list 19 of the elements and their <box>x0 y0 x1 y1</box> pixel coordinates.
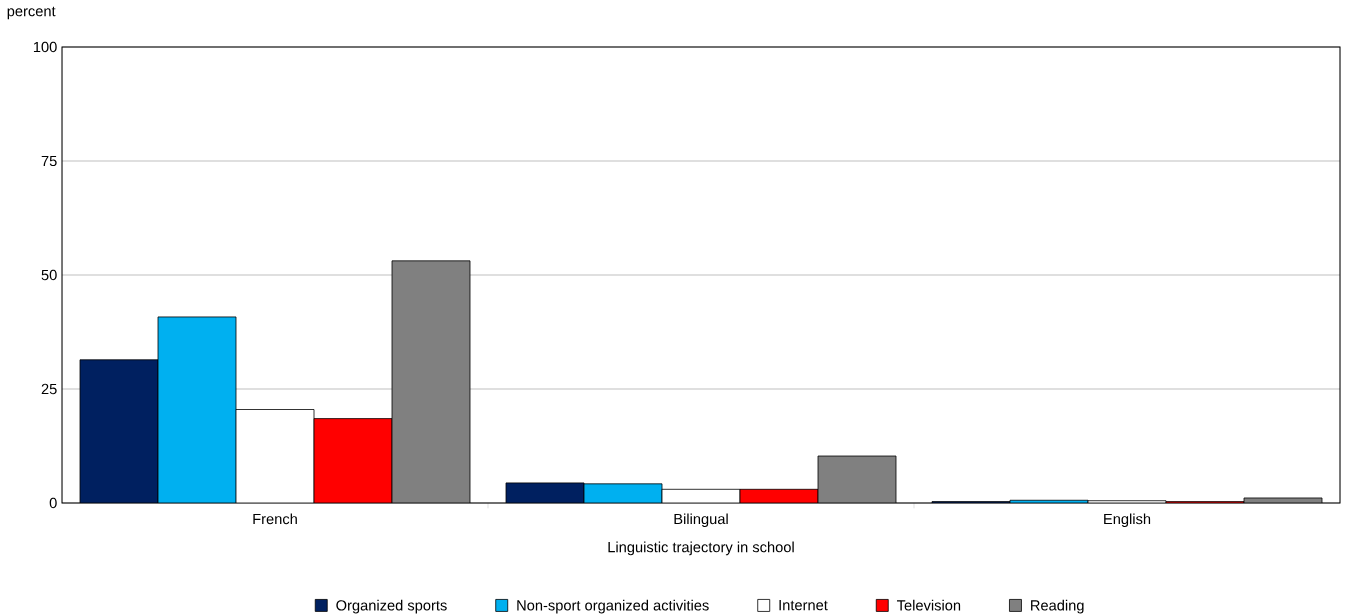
x-tick-label: Bilingual <box>674 513 728 528</box>
bar <box>157 316 237 503</box>
y-axis-title: percent <box>7 6 56 20</box>
legend-label: Non-sport organized activities <box>517 599 709 614</box>
bar <box>583 483 663 503</box>
y-tick-label: 50 <box>41 269 57 281</box>
bar <box>817 455 897 503</box>
x-tick-label: French <box>253 513 297 525</box>
y-tick-label: 100 <box>33 41 57 53</box>
bar <box>391 260 471 503</box>
x-axis-title: Linguistic trajectory in school <box>608 541 794 556</box>
y-tick-label: 0 <box>49 497 57 509</box>
x-tick-label: English <box>1104 513 1151 528</box>
y-tick-label: 25 <box>41 383 57 395</box>
y-tick-label: 75 <box>41 155 57 167</box>
legend-label: Television <box>896 599 961 611</box>
legend-label: Reading <box>1031 599 1084 614</box>
legend-label: Organized sports <box>336 599 447 614</box>
legend-label: Internet <box>779 600 828 611</box>
